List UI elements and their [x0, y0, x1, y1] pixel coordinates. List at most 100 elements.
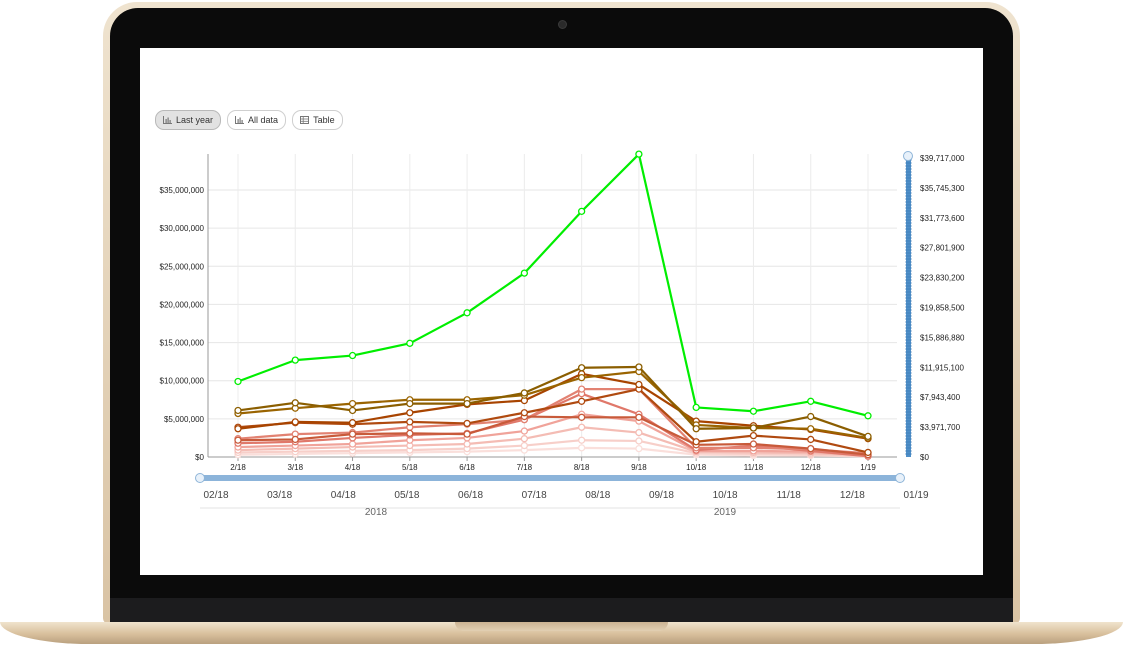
data-point[interactable]: [520, 427, 529, 435]
data-point[interactable]: [807, 397, 815, 405]
data-point[interactable]: [348, 406, 357, 415]
data-point[interactable]: [520, 441, 529, 450]
data-point[interactable]: [291, 356, 299, 364]
series-line: [237, 370, 869, 440]
data-point[interactable]: [635, 413, 643, 421]
data-point[interactable]: [291, 418, 299, 426]
y-tick-label: $5,000,000: [164, 415, 205, 424]
navigator-month-label: 10/18: [713, 490, 738, 501]
laptop-chin: [110, 598, 1013, 624]
data-point[interactable]: [463, 440, 471, 448]
data-point[interactable]: [234, 436, 242, 444]
x-tick-label: 12/18: [801, 463, 822, 472]
bar-chart-icon: [235, 116, 245, 124]
data-point[interactable]: [463, 309, 471, 317]
laptop-base: [0, 622, 1123, 644]
data-point[interactable]: [463, 419, 471, 428]
data-point[interactable]: [635, 437, 643, 445]
data-point[interactable]: [807, 444, 815, 453]
y2-tick-label: $15,886,880: [920, 333, 965, 342]
data-point[interactable]: [635, 363, 643, 371]
y2-tick-label: $19,858,500: [920, 304, 965, 313]
navigator-month-label: 08/18: [585, 490, 610, 501]
navigator-left-handle[interactable]: [195, 473, 205, 483]
navigator-month-label: 03/18: [267, 490, 292, 501]
y-tick-label: $20,000,000: [160, 300, 205, 309]
data-point[interactable]: [692, 403, 700, 412]
data-point[interactable]: [463, 430, 471, 438]
navigator-month-label: 06/18: [458, 490, 483, 501]
x-tick-label: 1/19: [860, 463, 876, 472]
data-point[interactable]: [406, 418, 414, 426]
all-data-button[interactable]: All data: [227, 110, 287, 130]
data-point[interactable]: [635, 428, 643, 437]
data-point[interactable]: [520, 389, 529, 397]
data-point[interactable]: [348, 440, 357, 448]
y2-tick-label: $39,717,000: [920, 154, 965, 163]
data-point[interactable]: [234, 406, 242, 415]
table-icon: [300, 116, 310, 124]
data-point[interactable]: [864, 448, 872, 457]
data-point[interactable]: [406, 409, 414, 417]
data-point[interactable]: [520, 435, 529, 443]
data-point[interactable]: [635, 444, 643, 453]
navigator-year-label: 2018: [365, 507, 388, 518]
x-tick-label: 4/18: [345, 463, 361, 472]
y-tick-label: $15,000,000: [160, 339, 205, 348]
y-range-slider-track[interactable]: [906, 158, 911, 457]
navigator-year-label: 2019: [714, 507, 737, 518]
data-point[interactable]: [749, 424, 758, 432]
data-point[interactable]: [749, 440, 758, 448]
data-point[interactable]: [348, 419, 357, 427]
data-point[interactable]: [864, 412, 872, 420]
data-point[interactable]: [520, 269, 529, 277]
data-point[interactable]: [291, 435, 299, 444]
navigator-month-label: 09/18: [649, 490, 674, 501]
data-point[interactable]: [577, 413, 586, 421]
y2-tick-label: $11,915,100: [920, 363, 964, 372]
data-point[interactable]: [749, 407, 758, 415]
data-point[interactable]: [520, 409, 529, 417]
data-point[interactable]: [577, 444, 586, 452]
view-toolbar: Last year All data Table: [155, 110, 343, 130]
navigator-right-handle[interactable]: [895, 473, 905, 483]
data-point[interactable]: [692, 425, 700, 433]
last-year-button[interactable]: Last year: [155, 110, 222, 130]
data-point[interactable]: [635, 150, 643, 158]
series-line: [237, 365, 869, 438]
data-point[interactable]: [406, 399, 414, 408]
data-point[interactable]: [577, 397, 586, 405]
data-point[interactable]: [463, 399, 471, 408]
x-tick-label: 9/18: [631, 463, 647, 472]
all-data-label: All data: [248, 115, 279, 125]
table-button[interactable]: Table: [292, 110, 343, 130]
data-point[interactable]: [577, 436, 586, 444]
y-slider-handle[interactable]: [903, 151, 913, 161]
data-point[interactable]: [406, 429, 414, 438]
data-point[interactable]: [577, 423, 586, 431]
data-point[interactable]: [348, 399, 357, 408]
data-point[interactable]: [807, 425, 815, 433]
data-point[interactable]: [749, 431, 758, 440]
data-point[interactable]: [291, 399, 299, 407]
data-point[interactable]: [348, 430, 357, 438]
data-point[interactable]: [864, 432, 872, 441]
navigator-scrollbar[interactable]: [200, 475, 900, 481]
data-point[interactable]: [577, 374, 586, 382]
data-point[interactable]: [348, 351, 357, 360]
data-point[interactable]: [406, 339, 414, 347]
data-point[interactable]: [234, 377, 242, 386]
data-point[interactable]: [692, 438, 700, 446]
data-point[interactable]: [577, 207, 586, 215]
data-point[interactable]: [577, 385, 586, 393]
y2-tick-label: $3,971,700: [920, 423, 961, 432]
y-tick-label: $35,000,000: [160, 186, 205, 195]
series-line: [237, 388, 869, 454]
data-point[interactable]: [234, 425, 242, 433]
data-point[interactable]: [577, 364, 586, 372]
x-tick-label: 7/18: [517, 463, 533, 472]
data-point[interactable]: [635, 380, 643, 389]
data-point[interactable]: [807, 412, 815, 421]
data-point[interactable]: [807, 435, 815, 444]
x-tick-label: 3/18: [287, 463, 303, 472]
